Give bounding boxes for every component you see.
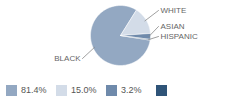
html-text:3.2%: 3.2% <box>121 85 142 95</box>
svg-text:BLACK: BLACK <box>54 54 81 63</box>
html-text:15.0%: 15.0% <box>71 85 97 95</box>
svg-text:WHITE: WHITE <box>161 6 187 15</box>
svg-text:HISPANIC: HISPANIC <box>161 32 198 41</box>
svg-text:ASIAN: ASIAN <box>161 22 185 31</box>
html-text:81.4%: 81.4% <box>21 85 47 95</box>
